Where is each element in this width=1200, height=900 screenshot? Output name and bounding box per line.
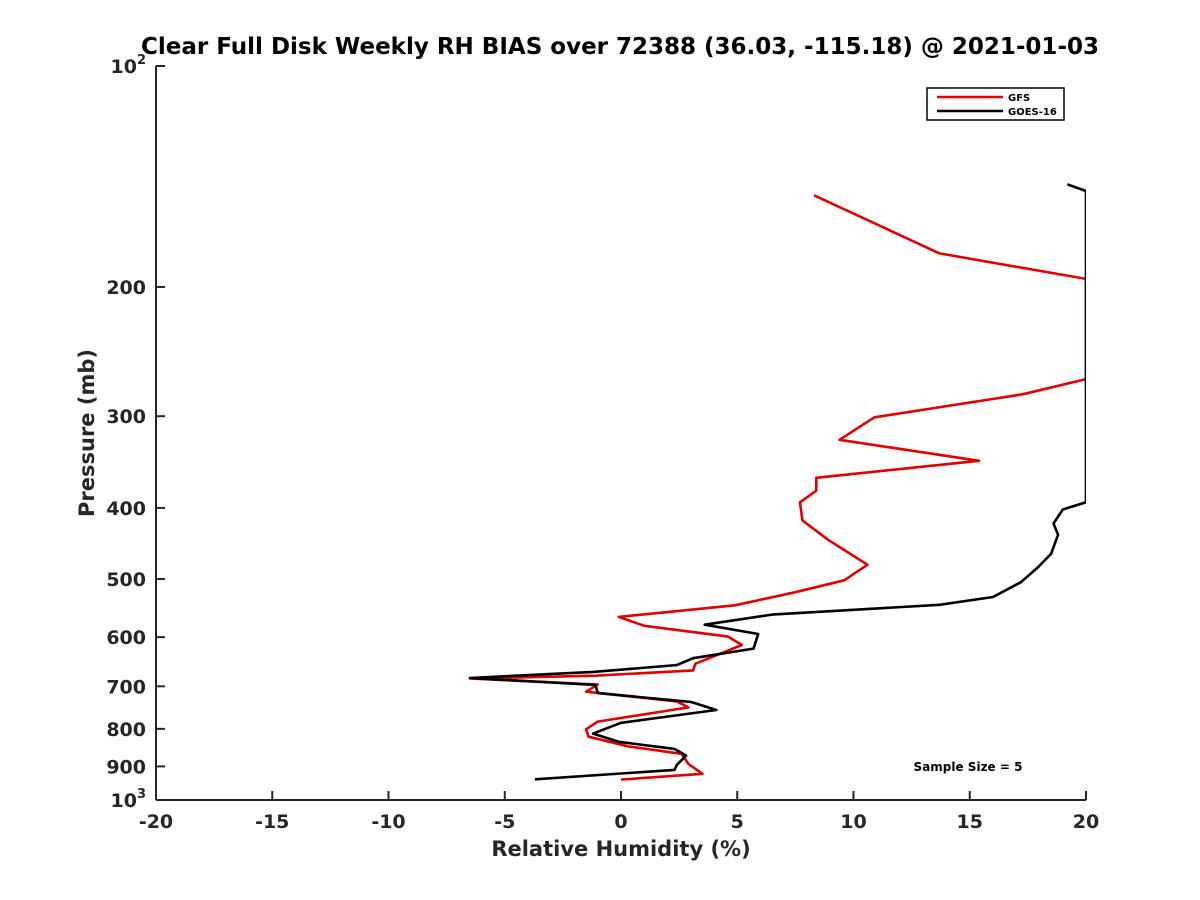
x-tick-label: 5 [731,811,744,833]
y-axis-label: Pressure (mb) [75,349,99,517]
x-tick-label: -5 [494,811,515,833]
y-tick-label: 500 [106,569,146,591]
y-tick-label-base: 600 [106,627,146,649]
y-tick-label: 200 [106,277,146,299]
y-tick-label-exponent: 2 [137,53,146,68]
y-tick-label: 900 [106,756,146,778]
legend-box [926,87,1065,121]
series-layer [468,183,1086,781]
x-tick-label: -20 [139,811,173,833]
y-tick-label: 300 [106,406,146,428]
series-line-goes-16 [468,183,1086,781]
y-tick-label: 103 [111,787,147,812]
legend-label: GOES-16 [1008,107,1057,118]
y-tick-label-base: 10 [111,790,137,812]
x-tick-label: 0 [614,811,627,833]
chart-title: Clear Full Disk Weekly RH BIAS over 7238… [141,34,1099,60]
x-tick-label: 15 [957,811,983,833]
y-tick-label-base: 200 [106,277,146,299]
x-tick-label: -15 [255,811,289,833]
legend: GFS GOES-16 [926,87,1065,121]
y-tick-label-base: 400 [106,498,146,520]
y-tick-label-base: 10 [111,56,137,78]
x-tick-label: 10 [840,811,866,833]
y-tick-label-base: 700 [106,676,146,698]
y-tick-label-base: 900 [106,756,146,778]
y-tick-label-base: 800 [106,719,146,741]
y-tick-label-exponent: 3 [137,787,146,802]
x-tick-label: 20 [1073,811,1099,833]
sample-size-annotation: Sample Size = 5 [914,760,1023,774]
y-tick-label-base: 500 [106,569,146,591]
axes: -20 -15 -10 -5 0 5 10 15 20102200300400500600700… [106,53,1099,833]
y-tick-label: 102 [111,53,147,78]
legend-label: GFS [1008,93,1030,104]
series-line-gfs [468,194,1086,781]
x-tick-label: -10 [371,811,405,833]
y-tick-label-base: 300 [106,406,146,428]
y-tick-label: 700 [106,676,146,698]
y-tick-label: 600 [106,627,146,649]
y-tick-label: 800 [106,719,146,741]
x-axis-label: Relative Humidity (%) [491,837,750,861]
y-tick-label: 400 [106,498,146,520]
